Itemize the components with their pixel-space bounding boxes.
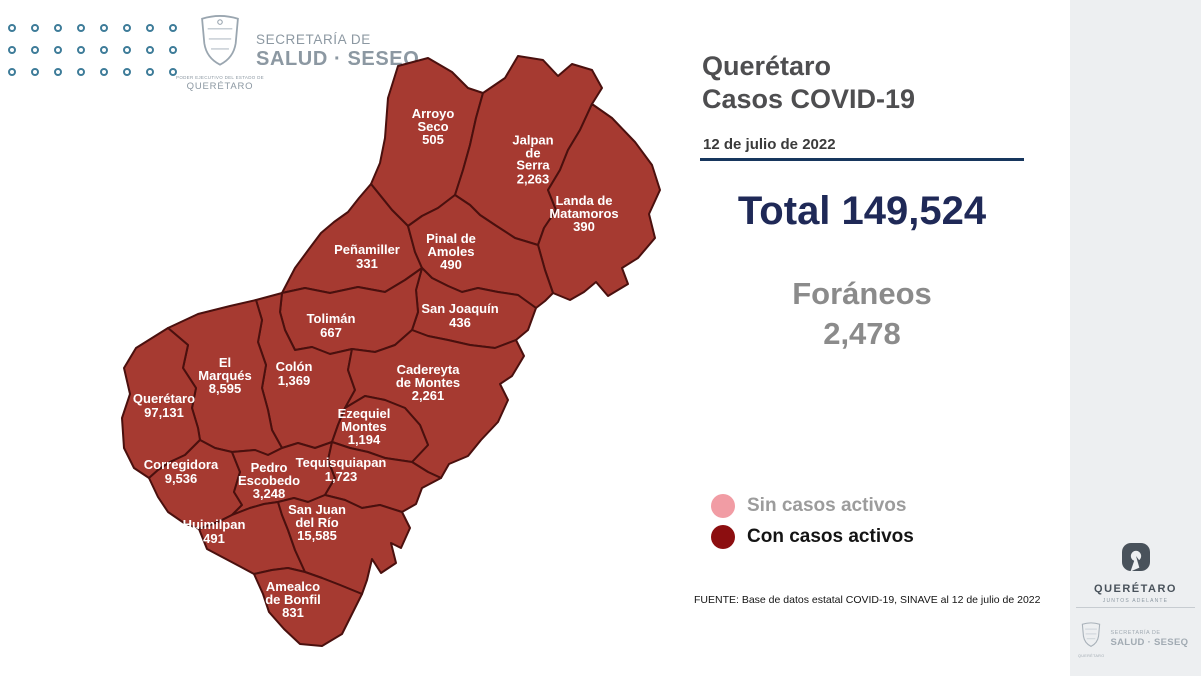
dot — [54, 24, 62, 32]
seseq-estado-caption: QUERÉTARO — [186, 81, 254, 92]
dark-red-circle-icon — [711, 525, 735, 549]
total-value: 149,524 — [841, 189, 987, 233]
seseq-footer-salud: SALUD · SESEQ — [1110, 637, 1189, 648]
map-label-landa-de-matamoros: Landa de Matamoros 390 — [549, 192, 619, 234]
map-label-amealco-de-bonfil: Amealco de Bonfil 831 — [265, 578, 321, 620]
dot — [54, 46, 62, 54]
dot — [77, 46, 85, 54]
dot — [146, 24, 154, 32]
dot — [100, 24, 108, 32]
map-label-queretaro: Querétaro 97,131 — [132, 391, 196, 420]
seseq-footer-logo: QUERÉTARO SECRETARÍA DE SALUD · SESEQ — [1078, 621, 1188, 658]
queretaro-logo-text: QUERÉTARO — [1094, 583, 1177, 595]
page-title-line1: Querétaro — [702, 51, 832, 81]
map-label-san-juan-del-rio: San Juan del Río 15,585 — [288, 501, 346, 543]
dot — [146, 46, 154, 54]
map-label-huimilpan: Huimilpan 491 — [182, 517, 246, 546]
dot — [123, 46, 131, 54]
page-title: Querétaro Casos COVID-19 — [702, 50, 915, 116]
region-san-juan-del-rio — [277, 494, 411, 595]
legend: Sin casos activos Con casos activos — [711, 494, 914, 556]
foraneos-label: Foráneos — [792, 276, 932, 311]
map-label-tequisquiapan: Tequisquiapan 1,723 — [295, 455, 387, 484]
dot — [31, 24, 39, 32]
pink-circle-icon — [711, 494, 735, 518]
map-label-penamiller: Peñamiller 331 — [334, 242, 400, 271]
juntos-adelante-text: JUNTOS ADELANTE — [1102, 598, 1169, 604]
dot — [31, 46, 39, 54]
legend-label-con-casos: Con casos activos — [747, 526, 914, 547]
seseq-crest-icon — [196, 12, 244, 73]
page-title-line2: Casos COVID-19 — [702, 84, 916, 114]
map-label-pinal-de-amoles: Pinal de Amoles 490 — [426, 230, 476, 272]
dot — [123, 68, 131, 76]
dot — [77, 24, 85, 32]
dot — [146, 68, 154, 76]
dot — [169, 68, 177, 76]
seseq-footer-secretaria: SECRETARÍA DE — [1110, 630, 1161, 636]
dot — [31, 68, 39, 76]
map-label-colon: Colón 1,369 — [275, 359, 313, 388]
dot — [8, 68, 16, 76]
map-label-jalpan-de-serra: Jalpan de Serra 2,263 — [512, 132, 554, 186]
date-underline — [700, 158, 1024, 161]
report-date: 12 de julio de 2022 — [703, 136, 836, 153]
dot — [123, 24, 131, 32]
dot — [8, 24, 16, 32]
total-cases: Total 149,524 — [700, 189, 1024, 234]
region-amealco-de-bonfil — [253, 567, 363, 647]
legend-row-sin-casos: Sin casos activos — [711, 494, 914, 518]
source-note: FUENTE: Base de datos estatal COVID-19, … — [694, 594, 1041, 606]
dot-pattern — [8, 24, 177, 76]
foraneos-value: 2,478 — [823, 316, 901, 351]
region-landa-de-matamoros — [537, 103, 661, 301]
legend-label-sin-casos: Sin casos activos — [747, 495, 907, 516]
dot — [169, 46, 177, 54]
seseq-footer-crest-icon — [1080, 621, 1102, 653]
map-label-el-marques: El Marqués 8,595 — [198, 354, 252, 396]
map-label-san-joaquin: San Joaquín 436 — [421, 301, 499, 330]
region-tequisquiapan — [324, 441, 442, 513]
seseq-secretaria-text: SECRETARÍA DE — [256, 32, 371, 47]
seseq-salud-text: SALUD · SESEQ — [256, 48, 420, 70]
map-label-pedro-escobedo: Pedro Escobedo 3,248 — [237, 459, 301, 501]
queretaro-state-logo: QUERÉTARO JUNTOS ADELANTE — [1070, 542, 1201, 604]
seseq-poder-caption: PODER EJECUTIVO DEL ESTADO DE — [176, 75, 264, 80]
map-label-toliman: Tolimán 667 — [306, 311, 356, 340]
dot — [169, 24, 177, 32]
dot — [54, 68, 62, 76]
map-label-ezequiel-montes: Ezequiel Montes 1,194 — [337, 405, 391, 447]
sidebar-divider — [1076, 607, 1195, 608]
foraneos-block: Foráneos 2,478 — [700, 274, 1024, 354]
map-label-arroyo-seco: Arroyo Seco 505 — [411, 105, 455, 147]
seseq-header-logo: PODER EJECUTIVO DEL ESTADO DE QUERÉTARO … — [176, 12, 420, 92]
legend-row-con-casos: Con casos activos — [711, 525, 914, 549]
dot — [100, 46, 108, 54]
seseq-footer-estado: QUERÉTARO — [1078, 654, 1105, 658]
map-label-corregidora: Corregidora 9,536 — [143, 457, 219, 486]
dot — [100, 68, 108, 76]
total-label: Total — [737, 189, 831, 233]
dot — [77, 68, 85, 76]
dot — [8, 46, 16, 54]
map-label-cadereyta-de-montes: Cadereyta de Montes 2,261 — [395, 361, 461, 403]
q-logo-icon — [1121, 543, 1151, 578]
